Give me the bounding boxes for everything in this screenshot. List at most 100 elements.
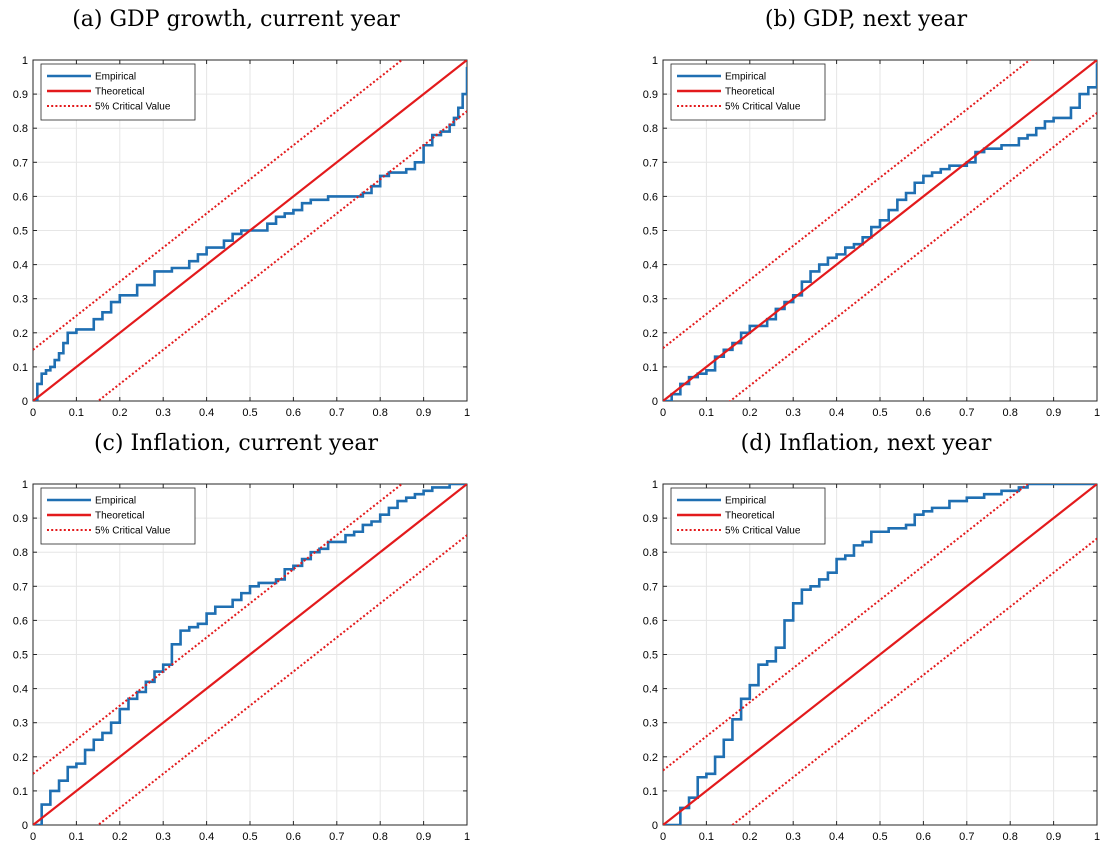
y-tick-label: 1 xyxy=(652,479,658,491)
x-tick-label: 0.2 xyxy=(742,407,757,419)
y-tick-label: 0.6 xyxy=(643,615,658,627)
x-tick-label: 0.6 xyxy=(286,407,301,419)
y-tick-label: 0.5 xyxy=(643,650,658,662)
legend-label: 5% Critical Value xyxy=(725,102,801,113)
x-tick-label: 1 xyxy=(464,407,470,419)
y-tick-label: 0.7 xyxy=(643,157,658,169)
x-tick-label: 0.7 xyxy=(959,831,974,843)
x-tick-label: 0.7 xyxy=(329,831,344,843)
y-tick-label: 0.3 xyxy=(13,294,28,306)
legend: Empirical Theoretical 5% Critical Value xyxy=(40,487,196,545)
y-tick-label: 0.4 xyxy=(13,684,28,696)
x-tick-label: 0.8 xyxy=(1003,831,1018,843)
y-tick-label: 0.4 xyxy=(643,684,658,696)
legend-label: Empirical xyxy=(95,496,136,507)
y-tick-label: 0.8 xyxy=(13,547,28,559)
series-theoretical xyxy=(663,60,1097,401)
x-tick-label: 0.6 xyxy=(916,831,931,843)
legend-label: Empirical xyxy=(95,72,136,83)
x-tick-label: 0.9 xyxy=(416,407,431,419)
x-tick-label: 0.8 xyxy=(1003,407,1018,419)
y-tick-label: 0.9 xyxy=(643,89,658,101)
legend-label: Theoretical xyxy=(725,87,774,98)
x-tick-label: 0.9 xyxy=(1046,407,1061,419)
chart-panel-3: (d) Inflation, next year 0 0.1 0.2 0.3 0.4 0.5… xyxy=(643,431,1100,843)
series-group xyxy=(663,60,1097,401)
x-tick-label: 0.6 xyxy=(916,407,931,419)
x-tick-label: 0.4 xyxy=(199,407,214,419)
legend-label: Empirical xyxy=(725,496,766,507)
y-tick-label: 0.5 xyxy=(643,226,658,238)
x-tick-label: 0 xyxy=(660,831,666,843)
chart-title: (d) Inflation, next year xyxy=(741,431,992,456)
y-tick-label: 0.7 xyxy=(643,581,658,593)
x-tick-label: 0.4 xyxy=(829,831,844,843)
x-tick-label: 1 xyxy=(1094,407,1100,419)
x-tick-label: 0.3 xyxy=(156,407,171,419)
y-tick-label: 0.2 xyxy=(643,752,658,764)
x-tick-label: 0.7 xyxy=(959,407,974,419)
chart-title: (c) Inflation, current year xyxy=(94,431,379,456)
x-tick-label: 1 xyxy=(464,831,470,843)
y-tick-label: 0.8 xyxy=(643,547,658,559)
series-group xyxy=(33,60,467,401)
x-tick-label: 0.1 xyxy=(699,407,714,419)
y-tick-label: 0.8 xyxy=(13,123,28,135)
y-tick-label: 0 xyxy=(22,820,28,832)
series-empirical xyxy=(33,66,467,401)
y-tick-label: 0.4 xyxy=(13,260,28,272)
y-tick-label: 0.3 xyxy=(643,294,658,306)
chart-panel-2: (c) Inflation, current year 0 0.1 0.2 0.3 0.4… xyxy=(13,431,470,843)
legend: Empirical Theoretical 5% Critical Value xyxy=(670,487,826,545)
series-empirical xyxy=(33,484,467,825)
y-tick-label: 0.6 xyxy=(13,191,28,203)
x-tick-label: 0.1 xyxy=(69,407,84,419)
y-tick-label: 0.7 xyxy=(13,157,28,169)
x-tick-label: 0.4 xyxy=(829,407,844,419)
y-tick-label: 0.5 xyxy=(13,226,28,238)
legend-label: Theoretical xyxy=(95,511,144,522)
x-tick-label: 0.2 xyxy=(742,831,757,843)
x-tick-label: 0.3 xyxy=(786,407,801,419)
x-tick-label: 0.1 xyxy=(699,831,714,843)
y-tick-label: 0.3 xyxy=(13,718,28,730)
y-tick-label: 0.3 xyxy=(643,718,658,730)
y-tick-label: 0.9 xyxy=(13,513,28,525)
y-tick-label: 0.1 xyxy=(13,786,28,798)
x-tick-label: 0.2 xyxy=(112,407,127,419)
legend: Empirical Theoretical 5% Critical Value xyxy=(40,63,196,121)
x-tick-label: 0.4 xyxy=(199,831,214,843)
x-tick-label: 0.6 xyxy=(286,831,301,843)
legend-label: Theoretical xyxy=(725,511,774,522)
y-tick-label: 0.8 xyxy=(643,123,658,135)
legend-label: Empirical xyxy=(725,72,766,83)
y-tick-label: 1 xyxy=(22,55,28,67)
y-tick-label: 0.2 xyxy=(643,328,658,340)
y-tick-label: 0.1 xyxy=(643,362,658,374)
legend-label: Theoretical xyxy=(95,87,144,98)
y-tick-label: 0.9 xyxy=(643,513,658,525)
y-tick-label: 0.9 xyxy=(13,89,28,101)
x-tick-label: 0.3 xyxy=(156,831,171,843)
y-tick-label: 0.6 xyxy=(643,191,658,203)
legend-label: 5% Critical Value xyxy=(725,526,801,537)
y-tick-label: 0.4 xyxy=(643,260,658,272)
chart-panel-0: (a) GDP growth, current year 0 0.1 0.2 0.3 0.… xyxy=(13,7,470,419)
x-tick-label: 0.5 xyxy=(242,831,257,843)
x-tick-label: 0.5 xyxy=(242,407,257,419)
series-theoretical xyxy=(33,484,467,825)
y-tick-label: 0.2 xyxy=(13,328,28,340)
x-tick-label: 0.2 xyxy=(112,831,127,843)
y-tick-label: 0 xyxy=(22,396,28,408)
chart-title: (b) GDP, next year xyxy=(765,7,968,32)
y-tick-label: 0.1 xyxy=(643,786,658,798)
y-tick-label: 0 xyxy=(652,396,658,408)
x-tick-label: 0.3 xyxy=(786,831,801,843)
x-tick-label: 0 xyxy=(660,407,666,419)
y-tick-label: 0.6 xyxy=(13,615,28,627)
series-group xyxy=(33,484,467,825)
series-theoretical xyxy=(663,484,1097,825)
x-tick-label: 0.1 xyxy=(69,831,84,843)
y-tick-label: 1 xyxy=(652,55,658,67)
